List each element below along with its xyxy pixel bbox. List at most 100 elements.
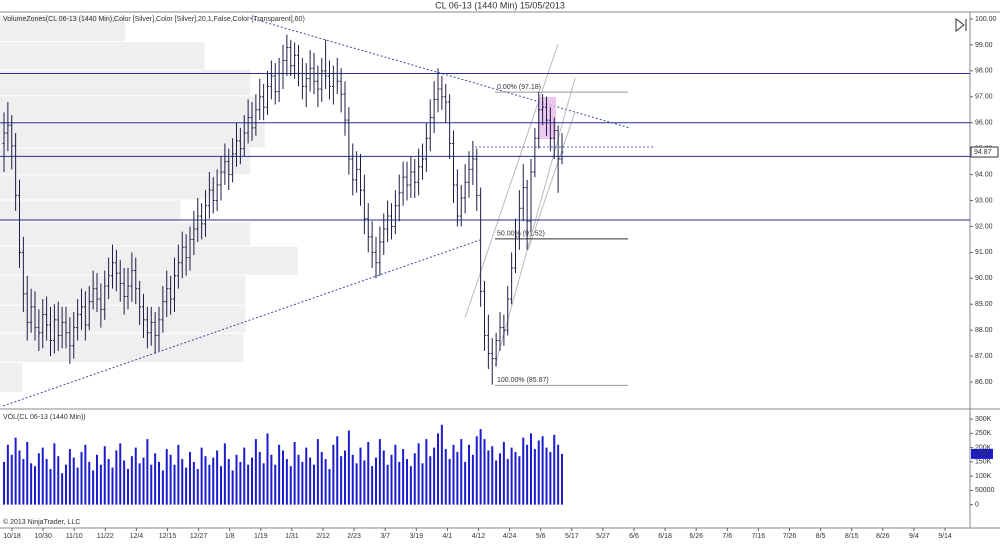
volume-bar [297,454,300,505]
y-tick-label: 92.00 [975,223,993,230]
volume-bar [398,461,401,505]
trendline [2,239,481,407]
volume-zone [0,70,251,96]
volume-bar [363,460,366,505]
y-tick-label: 100K [975,473,992,480]
volume-bar [251,457,253,505]
last-volume-box [971,448,993,459]
volume-bar [293,441,296,505]
x-tick-label: 8/26 [876,533,890,540]
y-tick-label: 91.00 [975,249,993,256]
volume-bar [495,460,498,505]
x-tick-label: 11/22 [97,533,114,540]
y-tick-label: 300K [975,416,992,423]
channel-line [527,111,576,251]
copyright: © 2013 NinjaTrader, LLC [3,518,80,526]
volume-bar [61,473,64,505]
last-volume-label: 178K [974,451,991,458]
volume-bar [107,459,110,505]
y-tick-label: 89.00 [975,301,993,308]
volume-bar [537,440,540,505]
volume-bar [305,447,308,505]
volume-bar [320,451,323,505]
volume-bar [239,461,242,505]
channel-line [494,77,576,367]
volume-bar [150,464,153,505]
y-tick-label: 90.00 [975,275,993,282]
volume-bar [367,441,370,505]
volume-bar [355,463,358,505]
volume-zone [0,275,246,305]
chart-title: CL 06-13 (1440 Min) 15/05/2013 [435,0,565,10]
volume-bar [14,437,17,505]
x-tick-label: 8/5 [816,533,826,540]
volume-bar [375,457,377,505]
volume-bar [425,439,428,505]
x-tick-label: 9/14 [938,533,952,540]
volume-bar [518,456,521,505]
volume-bar [522,437,525,505]
y-tick-label: 88.00 [975,327,993,334]
volume-zone [0,175,216,200]
volume-bar [247,464,250,505]
x-tick-label: 5/27 [596,533,610,540]
volume-bar [103,446,106,505]
volume-bar [96,454,98,505]
volume-bar [196,469,199,505]
volume-bar [479,429,482,505]
volume-bar [301,461,304,505]
volume-zone [0,42,205,70]
volume-bar [41,447,44,505]
x-tick-label: 9/4 [909,533,919,540]
volume-bar [309,457,312,505]
volume-bar [53,443,56,505]
volume-bar [421,463,424,505]
last-price-label: 94.87 [974,149,992,156]
volume-bar [549,451,552,505]
x-tick-label: 12/4 [130,533,144,540]
volume-bar [173,464,176,505]
volume-bar [444,449,447,505]
volume-bar [491,446,494,505]
volume-label: VOL(CL 06-13 (1440 Min)) [3,414,86,421]
volume-bar [223,443,226,505]
volume-bar [216,450,219,505]
indicator-label: VolumeZones(CL 06-13 (1440 Min),Color [S… [3,16,305,23]
volume-bar [154,453,157,505]
scroll-icon[interactable] [955,18,967,32]
volume-bar [127,469,129,505]
volume-bar [526,444,529,505]
volume-bar [22,459,25,505]
volume-bar [347,430,350,505]
x-tick-label: 4/12 [472,533,486,540]
y-tick-label: 150K [975,459,992,466]
fib-label: 100.00% (85.87) [497,377,549,384]
volume-bar [26,441,29,505]
volume-bar [92,470,95,505]
x-tick-label: 1/8 [225,533,235,540]
volume-bar [80,451,83,505]
volume-bar [502,441,505,505]
volume-zone [0,246,298,275]
volume-bar [452,444,455,505]
y-tick-label: 94.00 [975,171,993,178]
y-tick-label: 0 [975,501,979,508]
volume-bar [371,466,374,505]
volume-bar [6,444,9,505]
volume-bar [204,456,207,505]
volume-bar [514,451,517,505]
y-tick-label: 86.00 [975,379,993,386]
volume-bar [235,454,238,505]
volume-bar [437,433,439,505]
volume-bar [324,459,327,505]
volume-bar [18,450,21,505]
volume-bar [243,447,246,505]
volume-bar [499,453,501,505]
y-tick-label: 97.00 [975,94,993,101]
volume-bar [440,424,443,505]
volume-bar [258,451,261,505]
volume-bar [402,449,405,505]
volume-bar [483,439,486,505]
volume-bar [545,447,548,505]
